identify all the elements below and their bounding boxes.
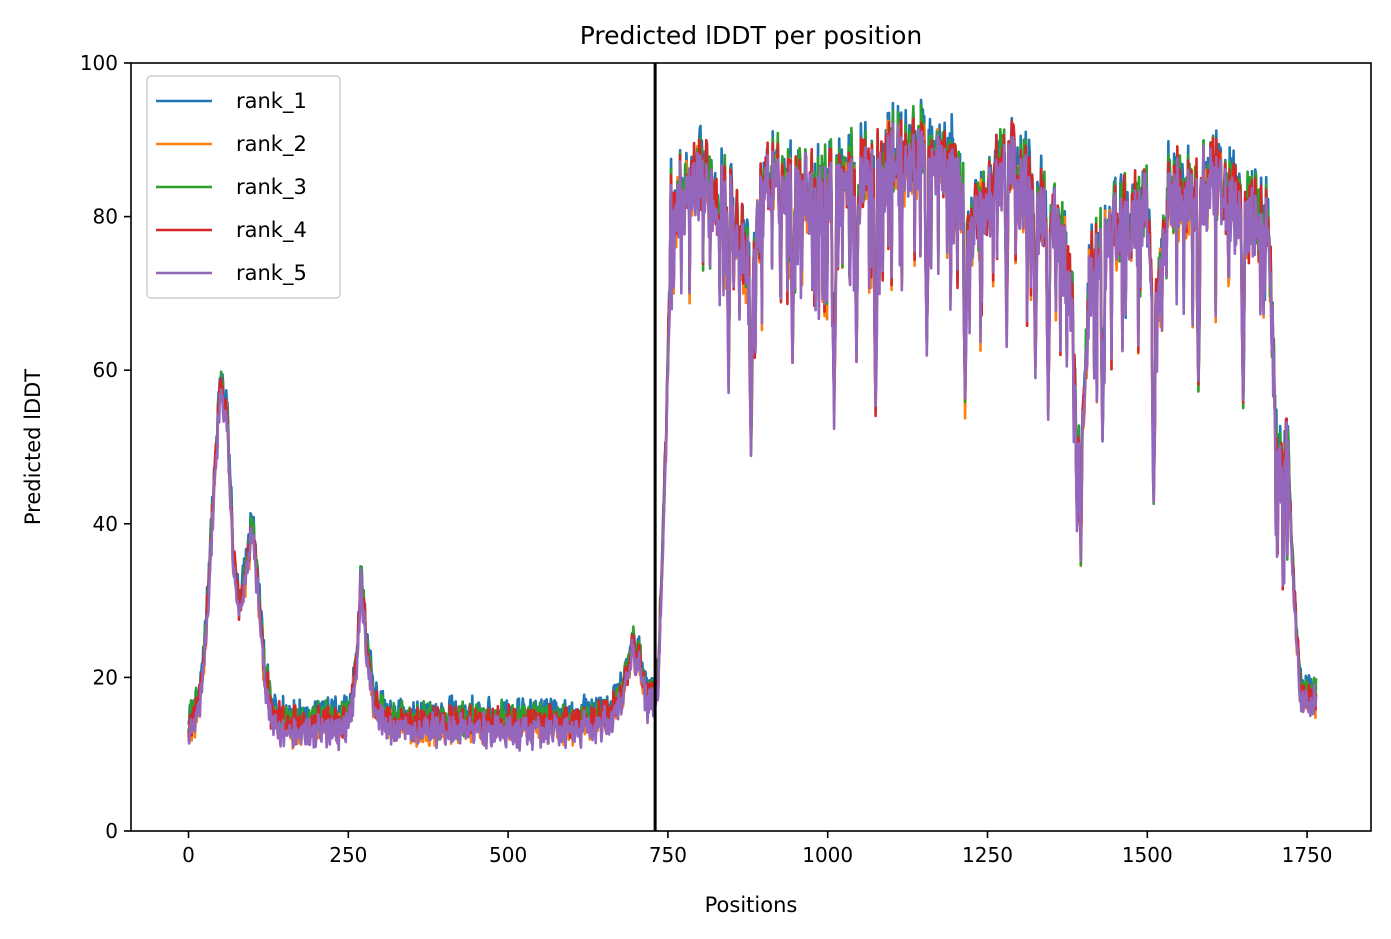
legend-box [146, 75, 341, 299]
x-tick-label: 1250 [962, 843, 1013, 867]
y-tick-label: 100 [80, 51, 118, 75]
y-axis-title: Predicted lDDT [21, 369, 45, 525]
x-tick-label: 1000 [802, 843, 853, 867]
x-tick-label: 750 [649, 843, 687, 867]
x-tick-label: 250 [329, 843, 367, 867]
y-tick-label: 60 [93, 358, 118, 382]
y-tick-label: 0 [105, 819, 118, 843]
plot-area [187, 63, 1318, 831]
y-tick-label: 20 [93, 665, 118, 689]
x-tick-label: 1500 [1122, 843, 1173, 867]
x-tick-label: 0 [182, 843, 195, 867]
legend-label-rank_3: rank_3 [236, 175, 307, 200]
series-layer [187, 98, 1318, 752]
x-tick-label: 500 [489, 843, 527, 867]
y-tick-label: 40 [93, 512, 118, 536]
x-axis: 0 250 500 750 1000 1250 1500 1750 [182, 831, 1333, 867]
y-axis: 0 20 40 60 80 100 [80, 51, 131, 843]
plot-frame [130, 62, 1372, 832]
series-line-rank_5 [187, 122, 1318, 752]
x-tick-label: 1750 [1282, 843, 1333, 867]
legend: rank_1 rank_2 rank_3 rank_4 rank_5 [146, 75, 341, 299]
legend-label-rank_5: rank_5 [236, 261, 307, 286]
x-axis-title: Positions [705, 893, 798, 917]
chart-title: Predicted lDDT per position [580, 21, 922, 50]
y-tick-label: 80 [93, 205, 118, 229]
legend-label-rank_4: rank_4 [236, 218, 307, 243]
legend-label-rank_1: rank_1 [236, 89, 307, 114]
legend-label-rank_2: rank_2 [236, 132, 307, 157]
